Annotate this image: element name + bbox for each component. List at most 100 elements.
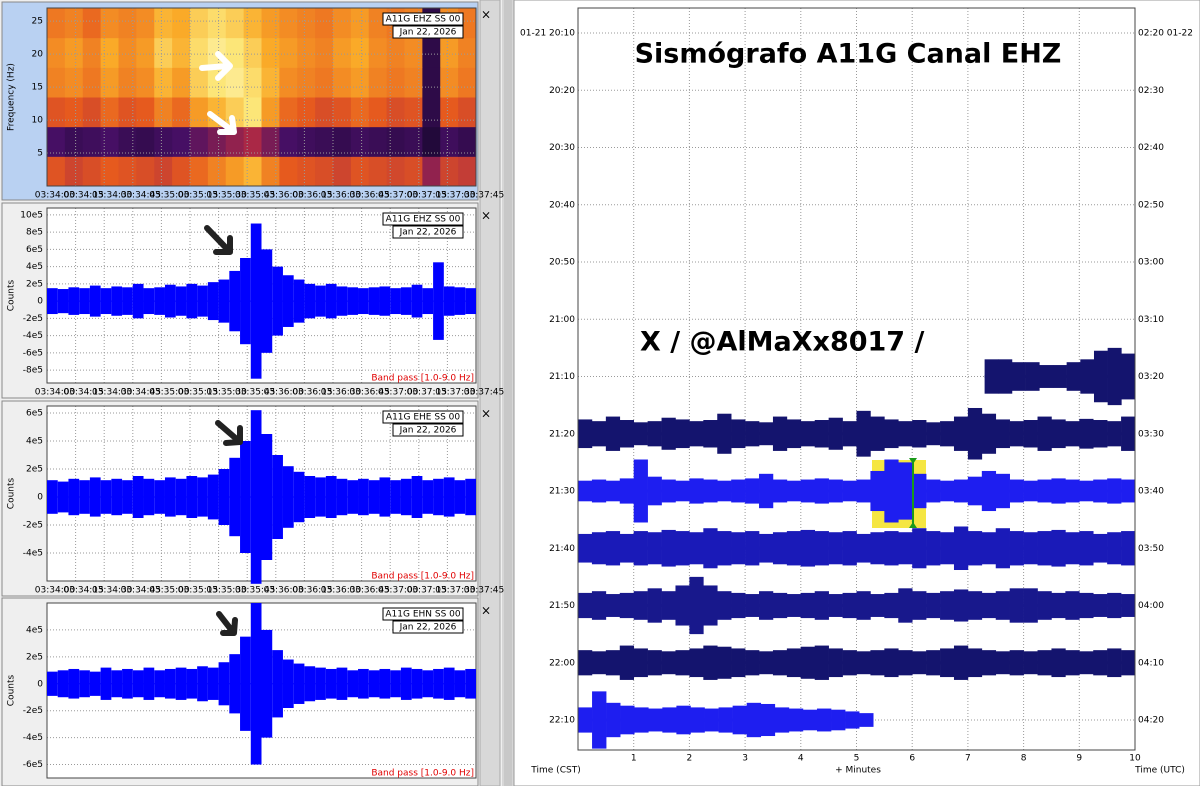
spectrogram-cell bbox=[333, 126, 352, 157]
y-axis-label: Counts bbox=[7, 674, 17, 706]
x-tick-label: 03:35:30 bbox=[206, 586, 247, 596]
spectrogram-cell bbox=[297, 156, 316, 187]
y-axis-label: Frequency (Hz) bbox=[7, 63, 17, 131]
y-tick-label: 2e5 bbox=[26, 465, 43, 475]
spectrogram-cell bbox=[368, 126, 388, 157]
spectrogram-cell bbox=[172, 126, 191, 157]
spectrogram-cell bbox=[315, 97, 334, 128]
cst-label: 22:00 bbox=[549, 658, 575, 668]
spectrogram-cell bbox=[261, 67, 280, 98]
station-box bbox=[382, 12, 464, 26]
spectrogram-cell bbox=[154, 37, 173, 68]
spectrogram-cell bbox=[100, 97, 119, 128]
utc-label: 03:50 bbox=[1138, 544, 1164, 554]
utc-label: 03:20 bbox=[1138, 372, 1164, 382]
y-tick-label: 4e5 bbox=[26, 262, 43, 272]
spectrogram-cell bbox=[190, 126, 209, 157]
spectrogram-cell bbox=[350, 67, 370, 98]
utc-label: 02:40 bbox=[1138, 143, 1164, 153]
x-tick-label: 03:37:15 bbox=[407, 388, 447, 398]
spectrogram-cell bbox=[172, 156, 191, 187]
station-box bbox=[382, 212, 464, 226]
date-box bbox=[392, 620, 464, 634]
spectrogram-cell bbox=[225, 37, 245, 68]
spectrogram-cell bbox=[368, 97, 388, 128]
arrow bbox=[216, 611, 238, 636]
cst-label: 21:10 bbox=[549, 372, 575, 382]
spectrogram-cell bbox=[100, 37, 119, 68]
x-tick-label: 03:37:00 bbox=[378, 586, 419, 596]
date-box bbox=[392, 25, 464, 39]
spectrogram-cell bbox=[458, 67, 477, 98]
spectrogram-cell bbox=[368, 156, 388, 187]
x-tick-label: 3 bbox=[742, 754, 748, 764]
spectrogram-cell bbox=[297, 126, 316, 157]
spectrogram-cell bbox=[100, 126, 119, 157]
spectrogram-cell bbox=[404, 67, 423, 98]
right-axis-label: Time (UTC) bbox=[1134, 766, 1185, 776]
cst-label: 21:20 bbox=[549, 429, 575, 439]
spectrogram-cell bbox=[82, 126, 102, 157]
spectrogram-cell bbox=[315, 156, 334, 187]
spectrogram-cell bbox=[154, 97, 173, 128]
cst-label: 20:30 bbox=[549, 143, 575, 153]
spectrogram-cell bbox=[261, 8, 280, 39]
close-button[interactable]: × bbox=[481, 8, 491, 22]
x-tick-label: 4 bbox=[798, 754, 804, 764]
x-tick-label: 03:37:00 bbox=[378, 191, 419, 201]
x-tick-label: 03:36:30 bbox=[321, 586, 362, 596]
y-tick-label: -6e5 bbox=[23, 348, 43, 358]
y-tick-label: 2e5 bbox=[26, 279, 43, 289]
spectrogram-cell bbox=[82, 67, 102, 98]
spectrogram-cell bbox=[190, 97, 209, 128]
cst-label: 21:00 bbox=[549, 315, 575, 325]
arrow bbox=[207, 111, 237, 135]
x-tick-label: 03:37:00 bbox=[378, 388, 419, 398]
spectrogram-cell bbox=[47, 126, 66, 157]
y-tick-label: 4e5 bbox=[26, 625, 43, 635]
spectrogram-cell bbox=[225, 8, 245, 39]
spectrogram-cell bbox=[440, 156, 459, 187]
spectrogram-cell bbox=[64, 97, 84, 128]
spectrogram-cell bbox=[315, 126, 334, 157]
spectrogram-cell bbox=[333, 37, 352, 68]
spectrogram-cell bbox=[440, 67, 459, 98]
spectrogram-cell bbox=[207, 8, 227, 39]
y-tick-label: 6e5 bbox=[26, 245, 43, 255]
spectrogram-cell bbox=[279, 126, 298, 157]
close-button[interactable]: × bbox=[481, 604, 491, 618]
date-label: Jan 22, 2026 bbox=[399, 28, 457, 38]
spectrogram-cell bbox=[350, 37, 370, 68]
plot-frame bbox=[46, 7, 477, 187]
utc-label: 02:50 bbox=[1138, 200, 1164, 210]
spectrogram-cell bbox=[47, 67, 66, 98]
spectrogram-cell bbox=[297, 67, 316, 98]
spectrogram-cell bbox=[136, 156, 155, 187]
spectrogram-cell bbox=[100, 67, 119, 98]
splitter[interactable] bbox=[504, 0, 512, 786]
y-tick-label: 2e5 bbox=[26, 652, 43, 662]
y-tick-label: 20 bbox=[32, 50, 44, 60]
close-button[interactable]: × bbox=[481, 407, 491, 421]
cst-label: 20:20 bbox=[549, 86, 575, 96]
spectrogram-cell bbox=[190, 8, 209, 39]
x-tick-label: 03:36:15 bbox=[292, 586, 332, 596]
y-tick-label: 0 bbox=[37, 493, 43, 503]
scrollbar[interactable] bbox=[479, 0, 501, 786]
filter-label: Band pass [1.0-9.0 Hz] bbox=[371, 374, 474, 384]
spectrogram-cell bbox=[100, 8, 119, 39]
spectrogram-cell bbox=[386, 126, 405, 157]
x-tick-label: 03:34:45 bbox=[121, 586, 161, 596]
cst-label: 21:50 bbox=[549, 601, 575, 611]
x-tick-label: 03:36:45 bbox=[349, 586, 389, 596]
y-tick-label: -6e5 bbox=[23, 760, 43, 770]
x-tick-label: 8 bbox=[1021, 754, 1027, 764]
close-button[interactable]: × bbox=[481, 209, 491, 223]
y-tick-label: -8e5 bbox=[23, 366, 43, 376]
x-tick-label: 9 bbox=[1076, 754, 1082, 764]
spectrogram-cell bbox=[82, 97, 102, 128]
spectrogram-cell bbox=[154, 156, 173, 187]
y-tick-label: 25 bbox=[32, 17, 43, 27]
